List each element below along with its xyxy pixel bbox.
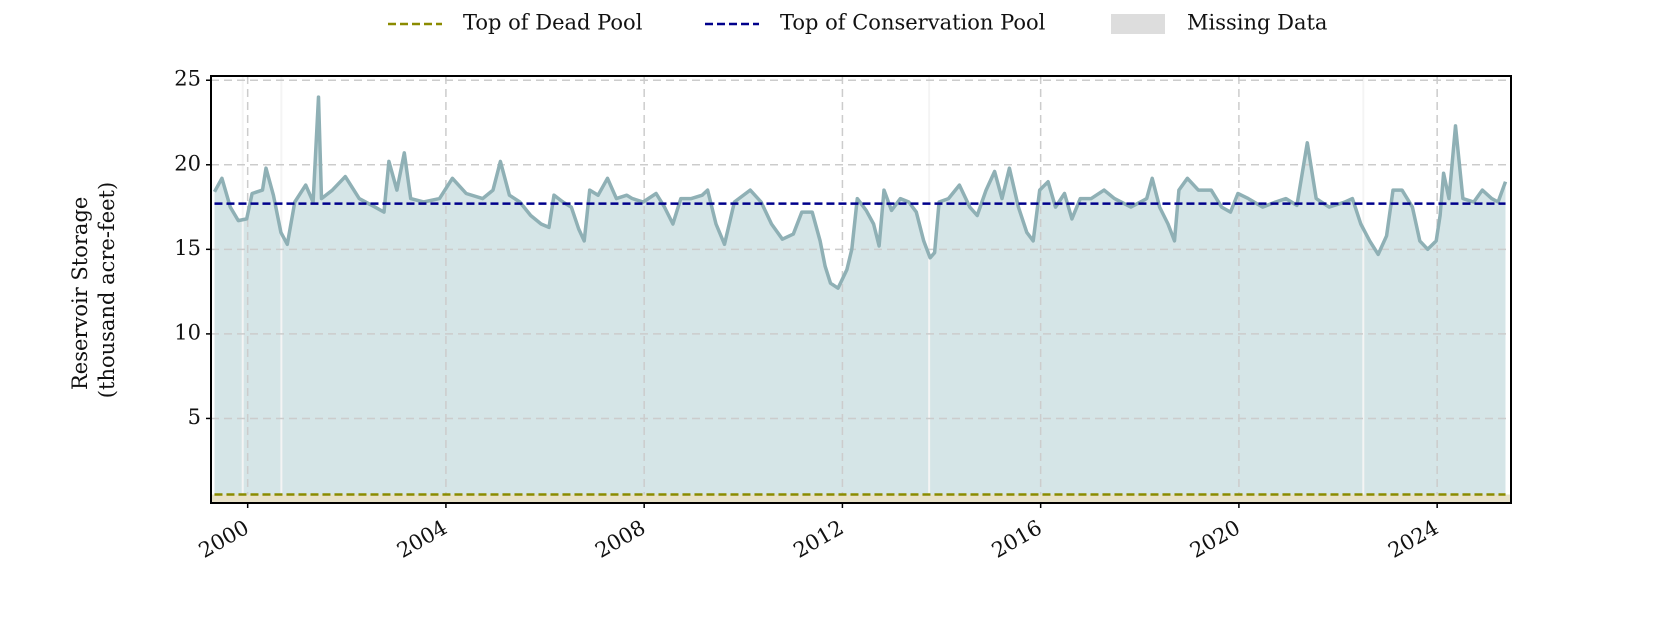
x-tick-label: 2008 bbox=[591, 515, 649, 563]
storage-area bbox=[214, 97, 1506, 503]
x-tick-label: 2020 bbox=[1186, 515, 1244, 563]
x-tick-label: 2024 bbox=[1384, 515, 1442, 563]
missing-span bbox=[1362, 76, 1365, 503]
y-tick-label: 10 bbox=[174, 320, 201, 344]
y-axis-label: Reservoir Storage (thousand acre-feet) bbox=[68, 182, 119, 398]
legend-label: Missing Data bbox=[1187, 11, 1327, 35]
plot-frame bbox=[210, 75, 1512, 504]
x-tick-label: 2012 bbox=[789, 515, 847, 563]
missing-span bbox=[241, 76, 244, 503]
y-tick-label: 5 bbox=[188, 405, 201, 429]
y-axis-label-line: (thousand acre-feet) bbox=[95, 182, 119, 398]
x-tick-label: 2004 bbox=[393, 515, 451, 563]
legend: Top of Dead Pool Top of Conservation Pool… bbox=[388, 11, 1327, 35]
y-tick-label: 25 bbox=[174, 67, 201, 91]
missing-span bbox=[280, 76, 283, 503]
legend-label: Top of Conservation Pool bbox=[780, 11, 1046, 35]
missing-span bbox=[928, 76, 931, 503]
y-tick-label: 15 bbox=[174, 236, 201, 260]
legend-label: Top of Dead Pool bbox=[463, 11, 643, 35]
x-tick-label: 2000 bbox=[195, 515, 253, 563]
y-axis-label-line: Reservoir Storage bbox=[68, 197, 92, 390]
plot-area bbox=[211, 76, 1511, 503]
storage-line bbox=[212, 95, 1508, 290]
legend-swatch bbox=[1111, 14, 1165, 34]
x-tick-label: 2016 bbox=[988, 515, 1046, 563]
dead-pool-fill bbox=[211, 494, 1511, 503]
y-tick-label: 20 bbox=[174, 151, 201, 175]
